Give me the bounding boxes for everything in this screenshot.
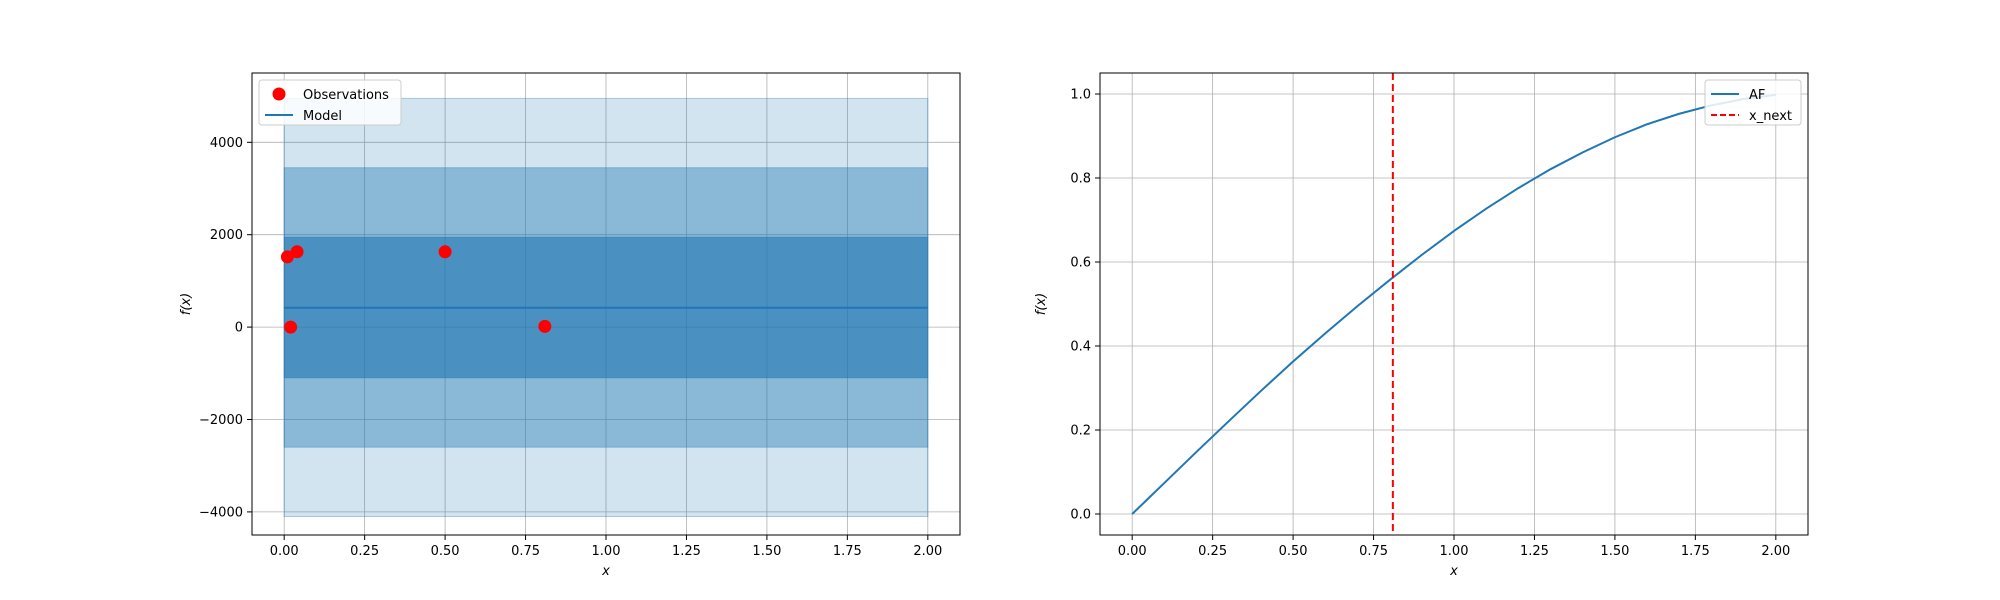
x-tick-label: 0.50 (1279, 544, 1308, 559)
x-tick-label: 2.00 (913, 544, 942, 559)
legend-observations-marker (272, 87, 286, 101)
x-tick-label: 2.00 (1761, 544, 1790, 559)
y-tick-label: 0 (235, 321, 243, 336)
y-axis-label: f(x) (179, 293, 194, 315)
y-tick-label: 0.6 (1070, 256, 1091, 271)
x-tick-label: 1.75 (1681, 544, 1710, 559)
x-tick-label: 1.50 (752, 544, 781, 559)
x-tick-label: 1.00 (592, 544, 621, 559)
x-tick-label: 1.50 (1600, 544, 1629, 559)
x-tick-label: 1.25 (672, 544, 701, 559)
x-tick-label: 0.25 (1198, 544, 1227, 559)
observation-point (438, 245, 452, 259)
x-tick-label: 1.00 (1440, 544, 1469, 559)
y-tick-label: 2000 (210, 228, 243, 243)
x-tick-label: 1.25 (1520, 544, 1549, 559)
x-axis-label: x (601, 564, 610, 579)
y-tick-label: −2000 (199, 413, 243, 428)
legend-box (258, 79, 402, 126)
x-tick-label: 0.75 (511, 544, 540, 559)
y-tick-label: 4000 (210, 136, 243, 151)
legend-model-label: Model (303, 109, 342, 124)
legend-x-next-label: x_next (1749, 109, 1792, 124)
y-tick-label: 0.4 (1070, 340, 1091, 355)
x-tick-label: 0.00 (1118, 544, 1147, 559)
observation-point (538, 319, 552, 333)
y-tick-label: 0.0 (1070, 508, 1091, 523)
x-axis-label: x (1449, 564, 1458, 579)
legend-box (1704, 79, 1802, 126)
x-tick-label: 1.75 (833, 544, 862, 559)
left-chart: 0.00 0.25 0.50 0.75 1.00 1.25 1.50 1.75 2.00 −400… (179, 72, 961, 579)
observation-point (280, 250, 294, 264)
legend-af-label: AF (1749, 88, 1765, 103)
x-tick-label: 0.75 (1359, 544, 1388, 559)
af-line (1131, 93, 1776, 515)
observation-point (284, 320, 298, 334)
y-axis-label: f(x) (1034, 293, 1049, 315)
right-chart: 0.00 0.25 0.50 0.75 1.00 1.25 1.50 1.75 2.00 0.0 0… (1034, 72, 1809, 579)
x-tick-label: 0.25 (350, 544, 379, 559)
observation-point (290, 245, 304, 259)
y-tick-label: 1.0 (1070, 88, 1091, 103)
y-tick-label: −4000 (199, 505, 243, 520)
x-tick-label: 0.00 (270, 544, 299, 559)
x-tick-label: 0.50 (431, 544, 460, 559)
y-tick-label: 0.2 (1070, 424, 1091, 439)
y-tick-label: 0.8 (1070, 172, 1091, 187)
legend-observations-label: Observations (303, 88, 389, 103)
